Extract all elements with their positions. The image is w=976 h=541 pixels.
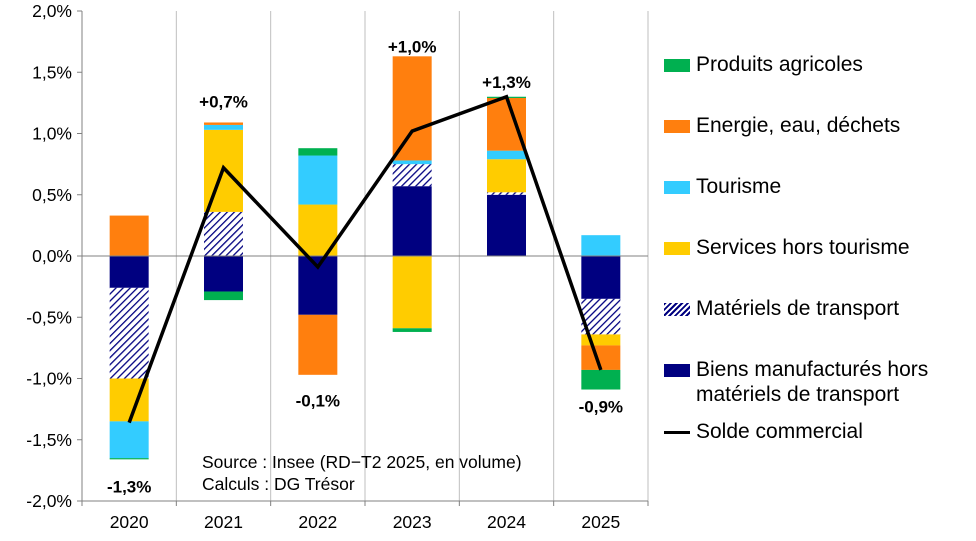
- data-labels: -1,3% +0,7% -0,1% +1,0% +1,3% -0,9%: [107, 38, 623, 497]
- legend-item: Solde commercial: [664, 419, 863, 444]
- legend-label: Energie, eau, déchets: [696, 114, 901, 137]
- data-label: -0,9%: [579, 398, 623, 417]
- bar-segment: [204, 124, 243, 130]
- data-label: +1,0%: [388, 38, 437, 57]
- bar-segment: [204, 211, 243, 256]
- legend-swatch: [664, 181, 690, 194]
- y-tick-label: 0,0%: [32, 246, 72, 266]
- data-label: -0,1%: [296, 392, 340, 411]
- bar-segment: [487, 150, 526, 160]
- y-tick-label: 1,0%: [32, 124, 72, 144]
- bar-segment: [581, 369, 621, 390]
- legend-swatch: [664, 364, 690, 377]
- legend-swatch: [664, 242, 690, 255]
- y-tick-label: 0,5%: [32, 185, 72, 205]
- x-tick-label: 2024: [487, 512, 526, 532]
- trade-balance-polyline: [127, 94, 603, 424]
- bar-segment: [581, 256, 621, 299]
- legend-item: Energie, eau, déchets: [664, 113, 900, 138]
- bar-segment: [109, 287, 149, 379]
- bar-segment: [109, 256, 149, 288]
- legend-label: Tourisme: [696, 175, 782, 198]
- y-tick-label: -0,5%: [26, 307, 72, 327]
- legend-label: Solde commercial: [696, 420, 863, 443]
- legend-item: Matériels de transport: [664, 296, 899, 321]
- data-label: -1,3%: [107, 477, 151, 496]
- bar-segment: [392, 164, 432, 187]
- bar-segment: [392, 328, 432, 332]
- legend-swatch: [664, 120, 690, 133]
- y-tick-label: -1,0%: [26, 369, 72, 389]
- bar-segment: [487, 192, 526, 195]
- source-note: Source : Insee (RD−T2 2025, en volume) C…: [202, 451, 522, 495]
- bar-segment: [487, 194, 526, 256]
- y-tick-label: 2,0%: [32, 1, 72, 21]
- bar-segment: [204, 291, 243, 301]
- source-line: Source : Insee (RD−T2 2025, en volume): [202, 452, 522, 472]
- axes: 2,0% 1,5% 1,0% 0,5% 0,0% -0,5% -1,0% -1,5% -2,0%…: [26, 1, 649, 532]
- legend-swatch-line: [664, 431, 690, 434]
- bar-segment: [109, 215, 149, 256]
- bar-segment: [392, 186, 432, 256]
- x-tick-label: 2025: [581, 512, 620, 532]
- bar-segment: [298, 155, 338, 205]
- bar-segment: [109, 458, 149, 460]
- legend-label: Produits agricoles: [696, 53, 863, 76]
- legend-label: Biens manufacturés hors matériels de tra…: [696, 358, 929, 406]
- bar-segment: [487, 159, 526, 193]
- legend-swatch: [664, 59, 690, 72]
- legend-item: Services hors tourisme: [664, 235, 910, 260]
- bar-segment: [392, 160, 432, 165]
- bar-segment: [487, 97, 526, 151]
- y-tick-label: -2,0%: [26, 491, 72, 511]
- legend-item: Produits agricoles: [664, 52, 863, 77]
- y-tick-label: -1,5%: [26, 430, 72, 450]
- bars: [109, 56, 621, 460]
- bar-segment: [581, 235, 621, 256]
- bar-segment: [581, 334, 621, 346]
- legend-label: Services hors tourisme: [696, 236, 910, 259]
- x-tick-label: 2023: [393, 512, 432, 532]
- calculs-line: Calculs : DG Trésor: [202, 474, 355, 494]
- x-tick-label: 2021: [204, 512, 243, 532]
- y-tick-label: 1,5%: [32, 62, 72, 82]
- data-label: +0,7%: [199, 93, 248, 112]
- x-tick-label: 2020: [110, 512, 149, 532]
- trade-balance-line: [127, 94, 603, 424]
- legend-label: Matériels de transport: [696, 297, 900, 320]
- bar-segment: [392, 256, 432, 329]
- legend-item: Tourisme: [664, 174, 781, 199]
- bar-segment: [298, 148, 338, 156]
- bar-segment: [392, 56, 432, 161]
- bar-segment: [109, 421, 149, 459]
- bar-segment: [204, 256, 243, 292]
- x-tick-label: 2022: [298, 512, 337, 532]
- data-label: +1,3%: [482, 73, 531, 92]
- legend-swatch: [664, 303, 690, 316]
- bar-segment: [298, 314, 338, 375]
- legend-item: Biens manufacturés hors matériels de tra…: [664, 357, 928, 407]
- bar-segment: [204, 122, 243, 125]
